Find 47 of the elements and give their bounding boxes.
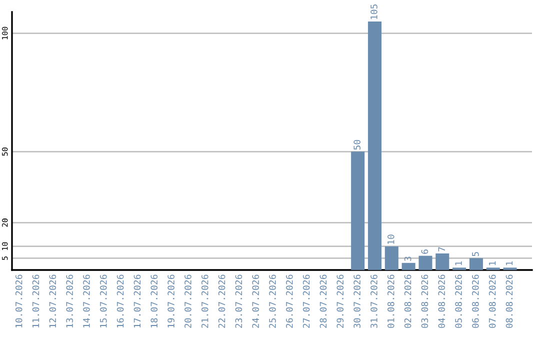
data-label: 50 — [354, 140, 360, 150]
data-label: 6 — [421, 250, 428, 254]
x-tick-label: 04.08.2026 — [438, 274, 446, 328]
x-tick-label: 28.07.2026 — [320, 274, 327, 328]
bar — [418, 256, 432, 270]
x-tick-label: 10.07.2026 — [15, 274, 22, 328]
x-tick-label: 14.07.2026 — [83, 274, 90, 328]
data-label: 5 — [472, 252, 479, 256]
x-tick-label: 27.07.2026 — [302, 274, 310, 328]
x-tick-label: 24.07.2026 — [252, 274, 259, 328]
data-label: 7 — [438, 247, 445, 252]
data-label: 105 — [370, 4, 378, 19]
x-tick-label: 07.08.2026 — [488, 274, 496, 328]
x-tick-label: 11.07.2026 — [32, 274, 40, 328]
bar — [384, 246, 398, 270]
x-tick-label: 13.07.2026 — [66, 274, 73, 328]
bar — [436, 253, 450, 270]
x-tick-label: 18.07.2026 — [150, 274, 158, 328]
x-tick-label: 19.07.2026 — [168, 274, 174, 328]
x-tick-label: 22.07.2026 — [218, 274, 226, 328]
x-tick-label: 15.07.2026 — [100, 274, 107, 328]
data-label: 3 — [404, 256, 412, 261]
x-tick-label: 16.07.2026 — [116, 274, 124, 328]
x-tick-label: 29.07.2026 — [336, 274, 344, 328]
x-tick-label: 20.07.2026 — [184, 274, 192, 328]
x-tick-label: 05.08.2026 — [455, 274, 462, 328]
x-tick-label: 23.07.2026 — [235, 274, 242, 328]
bar — [402, 262, 416, 270]
x-tick-label: 26.07.2026 — [286, 274, 293, 328]
x-tick-label: 30.07.2026 — [354, 274, 360, 328]
bar — [368, 21, 382, 270]
x-tick-label: 02.08.2026 — [404, 274, 412, 328]
x-tick-label: 06.08.2026 — [472, 274, 479, 328]
bar — [469, 258, 483, 270]
data-label: 1 — [489, 261, 496, 266]
x-tick-label: 31.07.2026 — [370, 274, 378, 328]
data-label: 1 — [506, 261, 513, 266]
x-tick-label: 08.08.2026 — [506, 274, 513, 328]
x-tick-label: 21.07.2026 — [201, 274, 208, 328]
x-tick-label: 25.07.2026 — [269, 274, 276, 328]
data-label: 1 — [455, 261, 462, 266]
x-tick-label: 17.07.2026 — [134, 274, 141, 328]
bar — [351, 152, 365, 270]
x-tick-label: 03.08.2026 — [421, 274, 428, 328]
data-label: 10 — [387, 234, 394, 244]
x-tick-label: 12.07.2026 — [49, 274, 56, 328]
x-tick-label: 01.08.2026 — [387, 274, 394, 328]
